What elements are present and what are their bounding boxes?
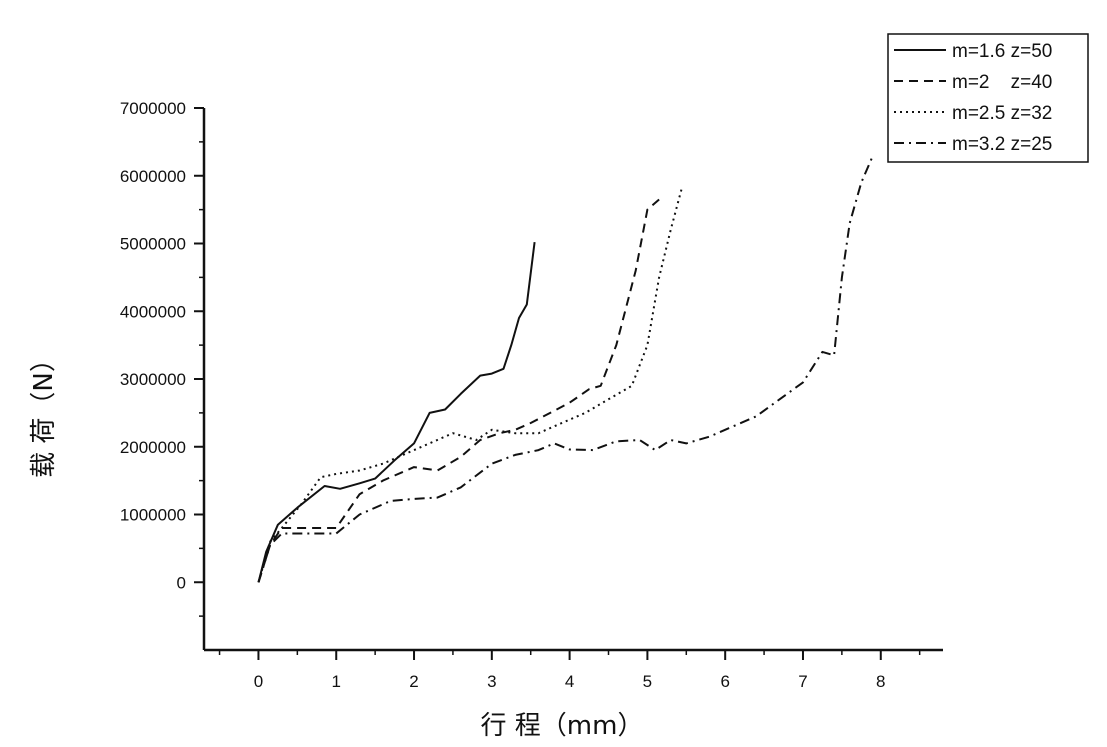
series-layer bbox=[257, 155, 874, 583]
series-line-2 bbox=[257, 198, 660, 583]
y-tick-label: 6000000 bbox=[120, 167, 186, 186]
y-tick-label: 5000000 bbox=[120, 235, 186, 254]
x-tick-label: 2 bbox=[409, 672, 418, 691]
series-line-3 bbox=[257, 185, 684, 583]
x-tick-label: 0 bbox=[254, 672, 263, 691]
x-tick-label: 5 bbox=[643, 672, 652, 691]
y-axis-title: 载 荷（N） bbox=[29, 346, 59, 478]
axes bbox=[202, 108, 943, 652]
legend-label: m=2.5 z=32 bbox=[952, 103, 1052, 124]
legend-label: m=2 z=40 bbox=[952, 72, 1052, 93]
y-axis-ticks: 0 1000000 2000000 3000000 4000000 5000000 6000… bbox=[120, 99, 204, 617]
x-axis-ticks: 0 1 2 3 4 5 6 7 8 bbox=[218, 650, 921, 691]
legend: m=1.6 z=50 m=2 z=40 m=2.5 z=32 m=3.2 z=25 bbox=[887, 33, 1089, 163]
y-tick-label: 3000000 bbox=[120, 370, 186, 389]
y-tick-label: 7000000 bbox=[120, 99, 186, 118]
x-tick-label: 8 bbox=[876, 672, 885, 691]
y-tick-label: 2000000 bbox=[120, 438, 186, 457]
y-tick-label: 4000000 bbox=[120, 302, 186, 321]
x-axis-title: 行 程（mm） bbox=[481, 711, 644, 741]
series-line-1 bbox=[257, 241, 536, 583]
x-tick-label: 1 bbox=[332, 672, 341, 691]
series-line-4 bbox=[257, 155, 874, 583]
legend-label: m=3.2 z=25 bbox=[952, 134, 1052, 155]
legend-box bbox=[887, 33, 1089, 163]
y-tick-label: 1000000 bbox=[120, 506, 186, 525]
x-tick-label: 6 bbox=[720, 672, 729, 691]
legend-label: m=1.6 z=50 bbox=[952, 41, 1052, 62]
x-tick-label: 7 bbox=[798, 672, 807, 691]
y-tick-label: 0 bbox=[177, 573, 186, 592]
x-tick-label: 3 bbox=[487, 672, 496, 691]
x-tick-label: 4 bbox=[565, 672, 574, 691]
